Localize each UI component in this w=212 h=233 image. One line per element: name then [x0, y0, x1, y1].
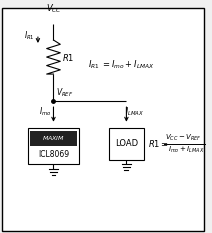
Text: LOAD: LOAD: [115, 139, 138, 148]
Text: ICL8069: ICL8069: [38, 150, 69, 159]
Text: $I_{mo}+I_{LMAX}$: $I_{mo}+I_{LMAX}$: [168, 144, 205, 154]
Text: $I_{LMAX}$: $I_{LMAX}$: [126, 106, 145, 118]
Text: $R1$: $R1$: [62, 51, 75, 62]
Text: $V_{CC}-V_{REF}$: $V_{CC}-V_{REF}$: [165, 133, 202, 143]
Text: $V_{REF}$: $V_{REF}$: [56, 87, 74, 99]
Text: $I_{mo}$: $I_{mo}$: [39, 106, 52, 118]
Text: $V_{CC}$: $V_{CC}$: [46, 2, 61, 15]
Text: $R1=$: $R1=$: [148, 138, 169, 149]
Bar: [109, 127, 144, 160]
Text: $I_{R1}$: $I_{R1}$: [88, 58, 99, 71]
Text: $= I_{mo} + I_{LMAX}$: $= I_{mo} + I_{LMAX}$: [101, 58, 155, 71]
Text: $I_{R1}$: $I_{R1}$: [24, 30, 35, 42]
Bar: [30, 130, 77, 146]
Text: $\mathit{MAXIM}$: $\mathit{MAXIM}$: [42, 134, 65, 142]
Bar: [28, 127, 79, 164]
